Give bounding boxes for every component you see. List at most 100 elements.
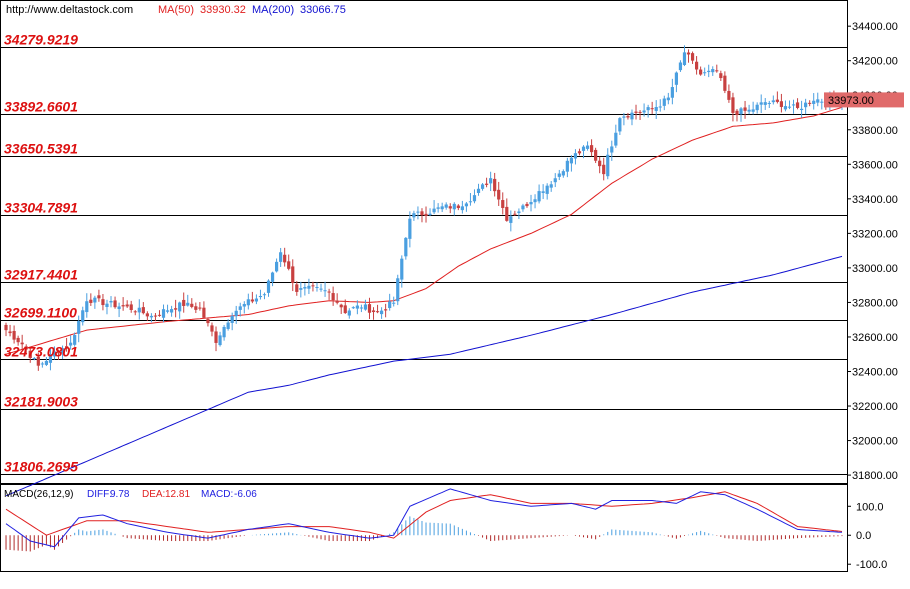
candle-body [642, 110, 646, 113]
candle-body [149, 315, 154, 318]
candle [242, 301, 246, 314]
candle-body [755, 104, 759, 111]
candle [448, 203, 452, 214]
candle [650, 101, 654, 114]
candle-body [452, 203, 456, 210]
candle [618, 117, 622, 135]
candle-body [379, 310, 384, 315]
candle [210, 322, 214, 337]
candle [642, 103, 646, 117]
candle [218, 331, 222, 347]
site-url[interactable]: http://www.deltastock.com [6, 4, 133, 16]
candle [125, 300, 129, 308]
candle [396, 274, 400, 306]
candle-body [577, 151, 582, 154]
macd-dea-line [5, 491, 843, 539]
candle-body [323, 290, 327, 292]
candle [319, 283, 323, 292]
candle [820, 98, 824, 110]
candle [509, 210, 513, 232]
candle [56, 349, 61, 360]
candle-body [529, 202, 533, 205]
candle-body [210, 325, 214, 332]
candle [521, 203, 525, 212]
candle-body [468, 201, 473, 203]
candle-body [48, 354, 53, 363]
candle [291, 259, 295, 292]
candle-body [795, 102, 800, 108]
candle [658, 99, 662, 112]
candle-body [791, 104, 796, 106]
candle [723, 71, 727, 94]
candle-body [73, 335, 77, 345]
candle-body [719, 73, 723, 79]
candle-body [767, 102, 771, 104]
candle [549, 180, 553, 192]
candle-body [808, 102, 812, 104]
candle [581, 145, 586, 159]
level-lines [1, 47, 847, 475]
candle-body [299, 288, 303, 290]
candle [553, 173, 557, 188]
candle [379, 307, 384, 319]
candle [85, 293, 89, 318]
candle [812, 93, 816, 110]
level-label: 33304.7891 [4, 200, 78, 216]
candle-body [113, 300, 117, 308]
price-axis-label: 34400.00 [852, 21, 898, 33]
candle [161, 304, 166, 323]
candle-body [565, 160, 569, 172]
candle-body [626, 116, 630, 118]
candle [363, 299, 368, 311]
candle [727, 84, 731, 103]
candle-body [525, 203, 529, 207]
candle [190, 298, 194, 309]
candle [614, 124, 618, 148]
candle-body [594, 149, 598, 161]
candle-body [157, 314, 162, 316]
ma50-line [5, 106, 843, 355]
candle [755, 102, 759, 114]
candle-body [585, 145, 590, 149]
candle [157, 310, 162, 317]
candle-body [509, 216, 513, 223]
candles [4, 45, 844, 371]
candle-body [573, 153, 578, 159]
level-label: 31806.2695 [4, 459, 78, 475]
candle [565, 157, 569, 178]
candle-body [36, 356, 40, 366]
candle [561, 169, 565, 178]
candle-body [630, 112, 634, 120]
candle-body [347, 310, 351, 316]
candle-body [12, 330, 16, 340]
candle [573, 149, 578, 165]
candle-body [420, 211, 424, 216]
candle [105, 299, 109, 315]
candle [682, 45, 687, 67]
candle-body [327, 291, 331, 293]
candle [258, 289, 263, 300]
candle [262, 292, 267, 300]
candle-body [343, 305, 347, 314]
candle [52, 346, 57, 360]
candle [541, 184, 545, 200]
candle-body [190, 303, 194, 307]
candle [464, 201, 469, 212]
candle-body [553, 178, 557, 183]
candle-body [476, 188, 481, 194]
candle-body [202, 307, 206, 318]
candle [735, 108, 739, 122]
candle-body [412, 213, 416, 218]
candle-body [674, 72, 679, 85]
candle [408, 211, 412, 248]
candle [690, 51, 695, 64]
macd-axis-label: 100.0 [856, 501, 884, 513]
candle [198, 302, 202, 311]
candle-body [581, 146, 586, 151]
candle-body [549, 184, 553, 188]
candle-body [416, 211, 420, 213]
candle-body [569, 157, 574, 164]
candle-body [367, 304, 372, 313]
candle-body [335, 300, 339, 303]
